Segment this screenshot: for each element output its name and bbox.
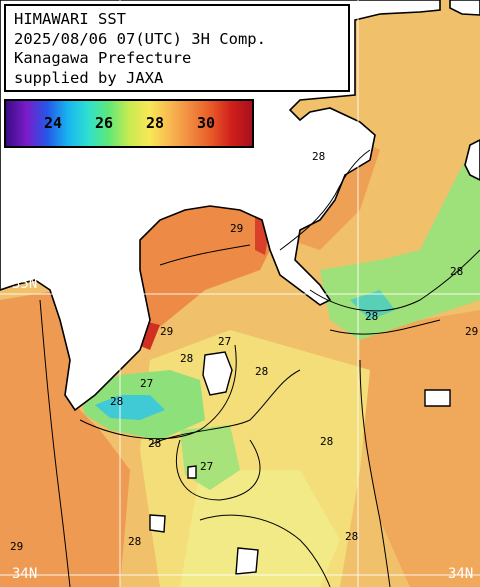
contour-label: 28 <box>450 265 463 278</box>
contour-label: 28 <box>365 310 378 323</box>
data-source: supplied by JAXA <box>14 68 164 87</box>
island-small-1 <box>187 465 197 479</box>
sst-region-26 <box>95 395 165 420</box>
land-east <box>464 139 480 181</box>
region-name: Kanagawa Prefecture <box>14 49 192 67</box>
sst-region-29-bay <box>140 200 275 335</box>
colorbar-tick-26: 26 <box>95 114 114 132</box>
sst-region-26b <box>350 290 395 320</box>
contour-label: 28 <box>312 150 325 163</box>
contour-label: 29 <box>10 540 23 553</box>
contour-label: 29 <box>160 325 173 338</box>
islands <box>149 351 451 575</box>
contour-label: 29 <box>230 222 243 235</box>
island-niijima <box>235 547 259 575</box>
sst-region-29-east <box>360 310 480 587</box>
info-box: HIMAWARI SST 2025/08/06 07(UTC) 3H Comp.… <box>4 4 350 92</box>
contour-label: 28 <box>110 395 123 408</box>
contours <box>39 149 480 587</box>
color-scale-bar: 24 26 28 30 <box>4 99 254 148</box>
contour-label: 28 <box>255 365 268 378</box>
contour-label: 28 <box>148 437 161 450</box>
island-small-2 <box>424 389 451 407</box>
contour-label: 27 <box>200 460 213 473</box>
land-northeast <box>449 0 480 16</box>
contour-label: 28 <box>180 352 193 365</box>
contour-label: 27 <box>218 335 231 348</box>
island-oshima <box>202 351 233 396</box>
sst-region-29-west <box>0 290 130 587</box>
contour-label: 28 <box>128 535 141 548</box>
observation-time: 2025/08/06 07(UTC) 3H Comp. <box>14 29 266 48</box>
sst-region-28-south <box>180 470 340 587</box>
contour-label: 28 <box>320 435 333 448</box>
colorbar-tick-24: 24 <box>44 114 63 132</box>
product-name: HIMAWARI SST <box>14 10 126 28</box>
contour-label: 27 <box>140 377 153 390</box>
contour-labels: 27 27 27 28 28 28 28 28 28 28 28 28 28 2… <box>10 150 478 553</box>
lat-label-34n-left: 34N <box>12 566 38 582</box>
colorbar-tick-28: 28 <box>146 114 165 132</box>
lat-label-35n: 35N <box>12 276 38 292</box>
sst-region-27-tokyo-bay <box>320 140 480 340</box>
contour-label: 28 <box>345 530 358 543</box>
lat-label-34n-right: 34N <box>448 566 474 582</box>
colorbar-tick-30: 30 <box>197 114 216 132</box>
island-toshima <box>149 514 166 533</box>
contour-label: 29 <box>465 325 478 338</box>
